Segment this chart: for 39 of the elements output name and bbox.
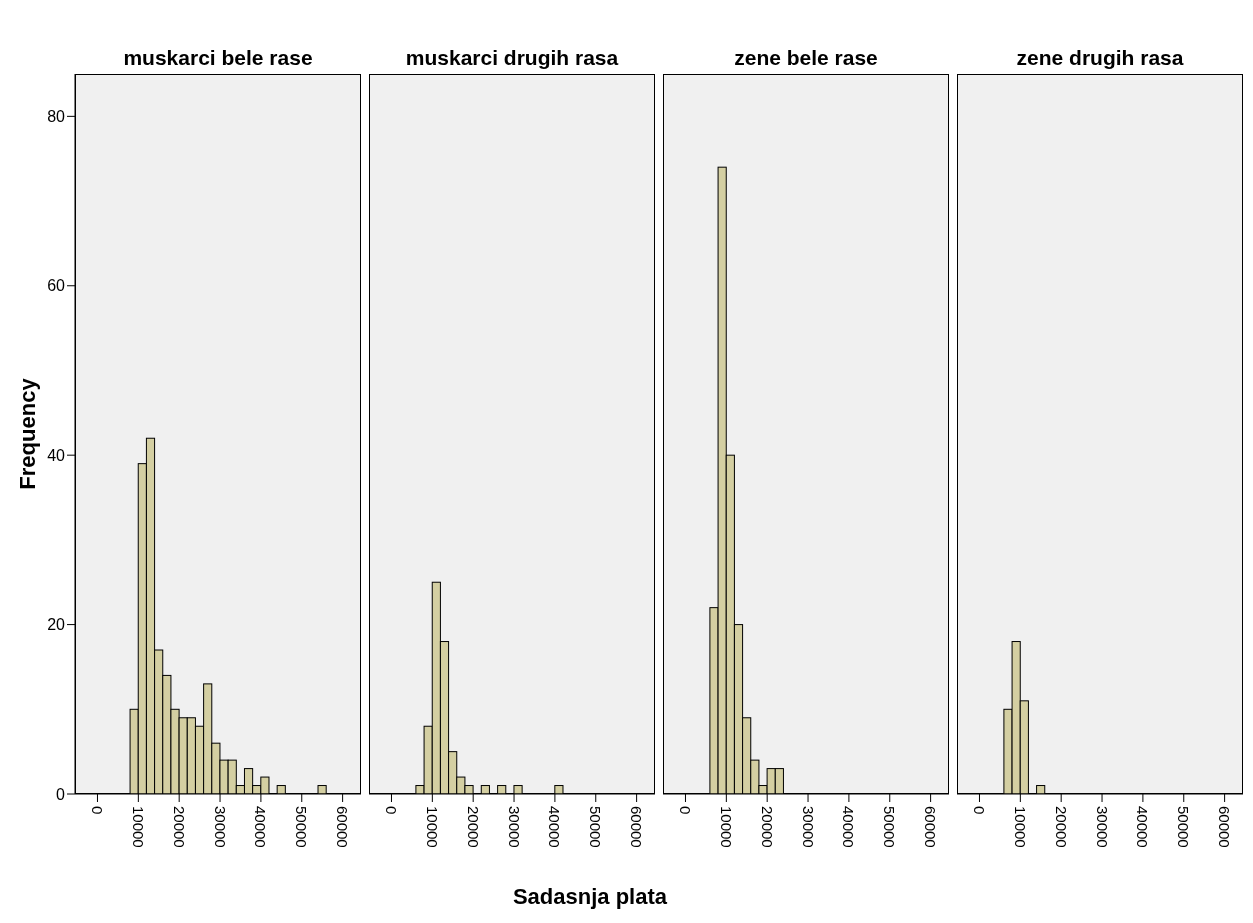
chart-title: muskarci drugih rasa bbox=[404, 45, 620, 71]
x-tick-label: 50000 bbox=[587, 806, 605, 848]
x-tick-label: 60000 bbox=[334, 806, 352, 848]
x-tick-label: 10000 bbox=[1011, 806, 1029, 848]
x-tick-label: 0 bbox=[676, 806, 694, 815]
x-tick-label: 30000 bbox=[211, 806, 229, 848]
x-tick-label: 50000 bbox=[293, 806, 311, 848]
chart-title: zene drugih rasa bbox=[1015, 45, 1185, 71]
y-tick-label: 40 bbox=[47, 446, 66, 464]
x-tick-label: 10000 bbox=[423, 806, 441, 848]
x-axis-title: Sadasnja plata bbox=[512, 884, 668, 910]
x-tick-label: 30000 bbox=[1093, 806, 1111, 848]
x-tick-label: 40000 bbox=[546, 806, 564, 848]
y-tick-label: 20 bbox=[47, 616, 66, 634]
x-tick-label: 20000 bbox=[170, 806, 188, 848]
y-tick-label: 80 bbox=[47, 108, 66, 126]
y-tick-label: 0 bbox=[56, 785, 66, 803]
x-tick-label: 60000 bbox=[628, 806, 646, 848]
x-tick-label: 10000 bbox=[129, 806, 147, 848]
x-tick-label: 20000 bbox=[1052, 806, 1070, 848]
x-tick-label: 0 bbox=[382, 806, 400, 815]
y-tick-label: 60 bbox=[47, 277, 66, 295]
x-tick-label: 60000 bbox=[1216, 806, 1234, 848]
x-tick-label: 0 bbox=[970, 806, 988, 815]
x-tick-label: 50000 bbox=[1175, 806, 1193, 848]
x-tick-label: 10000 bbox=[717, 806, 735, 848]
y-axis-title: Frequency bbox=[15, 378, 41, 490]
x-tick-label: 40000 bbox=[252, 806, 270, 848]
x-tick-label: 20000 bbox=[758, 806, 776, 848]
x-tick-label: 0 bbox=[88, 806, 106, 815]
x-tick-label: 30000 bbox=[505, 806, 523, 848]
x-tick-label: 50000 bbox=[881, 806, 899, 848]
x-tick-label: 40000 bbox=[840, 806, 858, 848]
x-tick-label: 40000 bbox=[1134, 806, 1152, 848]
chart-title: zene bele rase bbox=[733, 45, 879, 71]
x-tick-label: 30000 bbox=[799, 806, 817, 848]
x-tick-label: 60000 bbox=[922, 806, 940, 848]
chart-title: muskarci bele rase bbox=[122, 45, 314, 71]
x-tick-label: 20000 bbox=[464, 806, 482, 848]
